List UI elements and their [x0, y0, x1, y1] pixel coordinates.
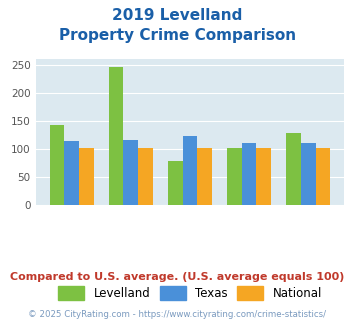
Bar — [64, 142, 79, 205]
Bar — [301, 143, 316, 205]
Bar — [242, 143, 256, 205]
Legend: Levelland, Texas, National: Levelland, Texas, National — [58, 286, 322, 300]
Bar — [124, 140, 138, 205]
Bar — [316, 148, 330, 205]
Text: Property Crime Comparison: Property Crime Comparison — [59, 28, 296, 43]
Bar — [227, 148, 242, 205]
Text: 2019 Levelland: 2019 Levelland — [112, 8, 243, 23]
Text: © 2025 CityRating.com - https://www.cityrating.com/crime-statistics/: © 2025 CityRating.com - https://www.city… — [28, 310, 327, 319]
Bar — [79, 148, 94, 205]
Bar — [256, 148, 271, 205]
Text: Compared to U.S. average. (U.S. average equals 100): Compared to U.S. average. (U.S. average … — [10, 272, 345, 282]
Bar — [182, 137, 197, 205]
Bar — [168, 161, 182, 205]
Bar — [50, 125, 64, 205]
Bar — [197, 148, 212, 205]
Bar — [138, 148, 153, 205]
Bar — [109, 67, 124, 205]
Bar — [286, 133, 301, 205]
